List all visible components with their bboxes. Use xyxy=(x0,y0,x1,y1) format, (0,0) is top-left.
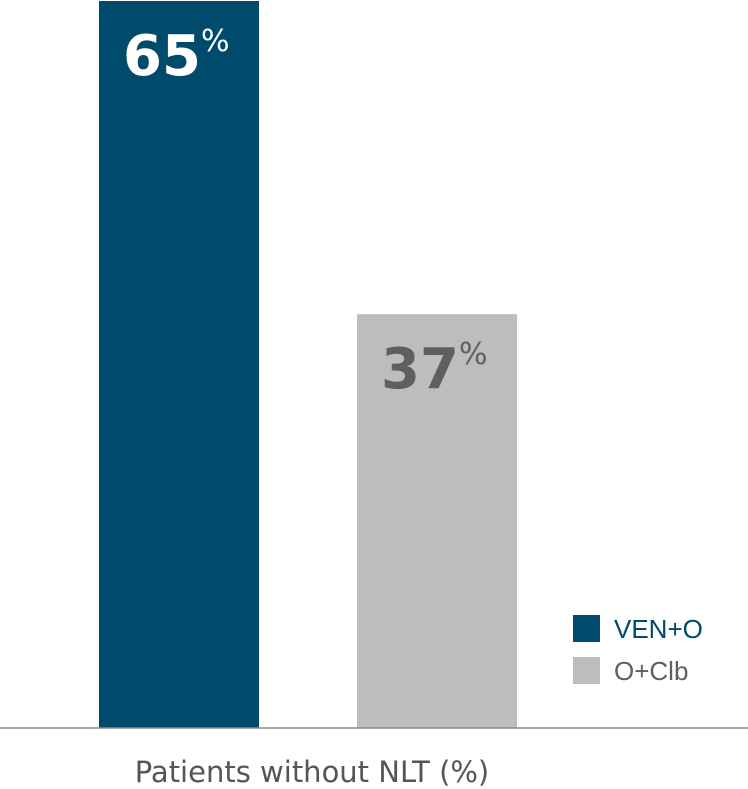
legend-label-o-clb: O+Clb xyxy=(614,656,688,686)
x-axis-label: Patients without NLT (%) xyxy=(135,755,490,789)
legend-label-ven-o: VEN+O xyxy=(614,614,703,644)
bars-group xyxy=(99,1,517,728)
legend: VEN+O O+Clb xyxy=(573,614,703,686)
bar-labels-group: 65% 37% xyxy=(123,24,487,402)
legend-swatch-o-clb xyxy=(573,657,600,684)
bar-o-clb xyxy=(357,314,517,728)
bar-ven-o xyxy=(99,1,259,728)
bar-value-label-ven-o: 65% xyxy=(123,24,229,89)
bar-value-label-o-clb: 37% xyxy=(381,337,487,402)
legend-swatch-ven-o xyxy=(573,615,600,642)
